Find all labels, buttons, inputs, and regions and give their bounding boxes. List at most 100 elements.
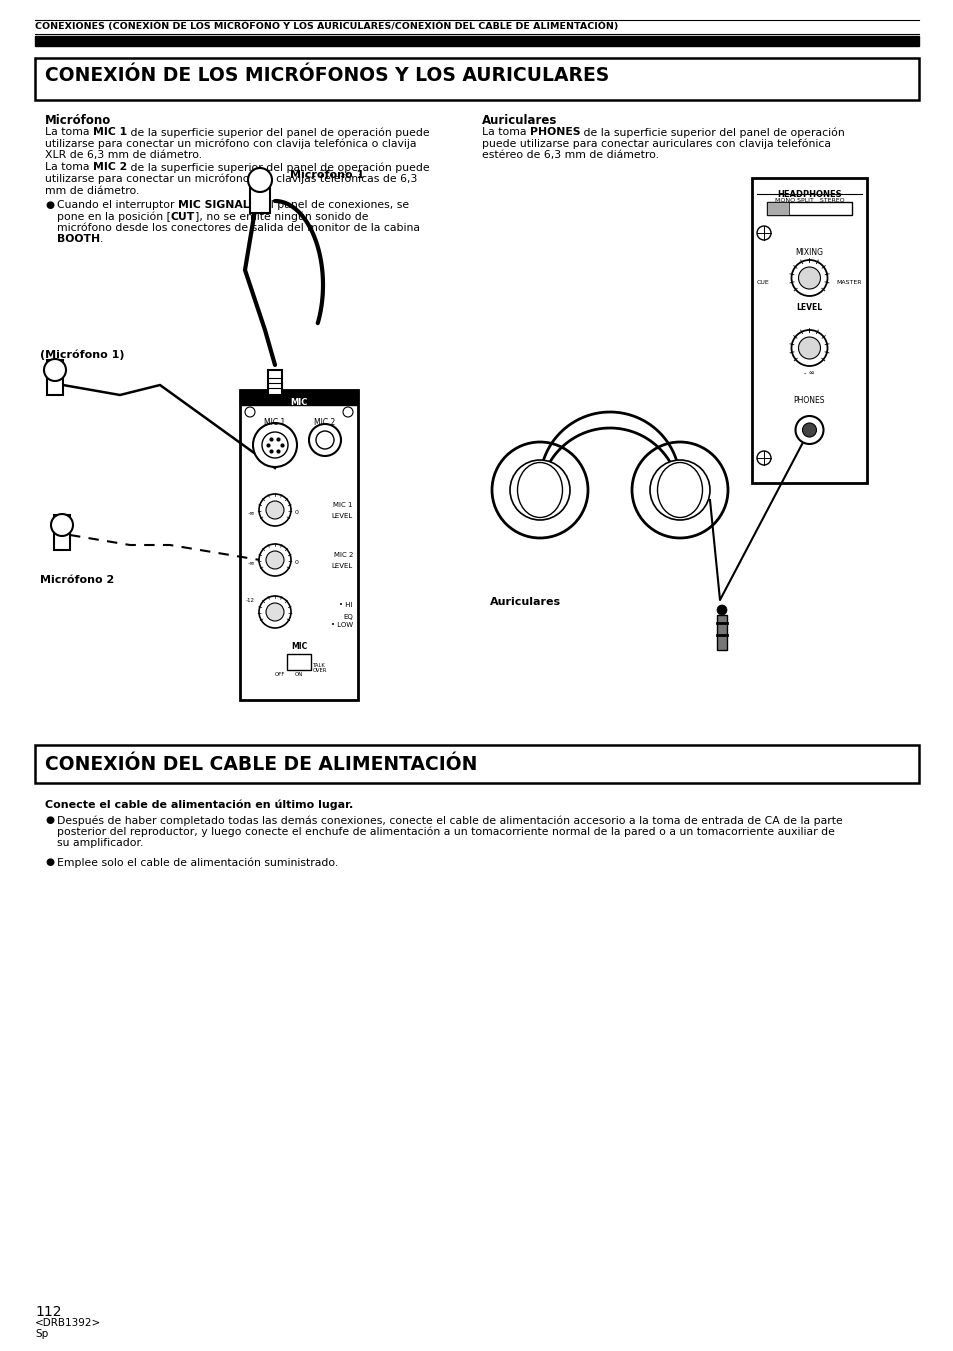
Text: - ∞: - ∞ <box>803 370 814 376</box>
Text: -∞: -∞ <box>247 511 254 516</box>
Text: ON: ON <box>294 671 303 677</box>
Text: su amplificador.: su amplificador. <box>57 838 143 848</box>
Text: MIC 2: MIC 2 <box>314 417 335 427</box>
Text: MONO SPLIT   STEREO: MONO SPLIT STEREO <box>774 199 843 203</box>
Text: LEVEL: LEVEL <box>332 513 353 519</box>
Text: La toma: La toma <box>481 127 530 136</box>
Bar <box>766 203 851 215</box>
Text: Auriculares: Auriculares <box>490 597 560 607</box>
Bar <box>47 359 63 394</box>
Text: Micrófono 1: Micrófono 1 <box>290 170 364 180</box>
Ellipse shape <box>517 462 562 517</box>
Text: 0: 0 <box>294 561 298 566</box>
Bar <box>250 176 270 213</box>
Text: MIC 2: MIC 2 <box>92 162 127 173</box>
Bar <box>268 370 282 394</box>
Text: La toma: La toma <box>45 127 92 136</box>
Bar <box>287 654 311 670</box>
Text: Conecte el cable de alimentación en último lugar.: Conecte el cable de alimentación en últi… <box>45 798 353 809</box>
Bar <box>240 390 357 405</box>
Text: XLR de 6,3 mm de diámetro.: XLR de 6,3 mm de diámetro. <box>45 150 202 159</box>
Text: BOOTH: BOOTH <box>57 235 100 245</box>
Circle shape <box>791 330 826 366</box>
Circle shape <box>258 596 291 628</box>
Bar <box>751 178 866 484</box>
Circle shape <box>266 603 284 621</box>
Text: MIC SIGNAL: MIC SIGNAL <box>178 200 250 209</box>
Text: CONEXIÓN DE LOS MICRÓFONOS Y LOS AURICULARES: CONEXIÓN DE LOS MICRÓFONOS Y LOS AURICUL… <box>45 66 609 85</box>
Text: mm de diámetro.: mm de diámetro. <box>45 185 139 196</box>
Text: HEADPHONES: HEADPHONES <box>777 190 841 199</box>
Text: MIXING: MIXING <box>795 249 822 257</box>
Bar <box>717 615 726 650</box>
Text: ●: ● <box>45 200 54 209</box>
Text: MIC 1: MIC 1 <box>334 503 353 508</box>
Circle shape <box>631 442 727 538</box>
Text: de la superficie superior del panel de operación puede: de la superficie superior del panel de o… <box>127 162 430 173</box>
Text: posterior del reproductor, y luego conecte el enchufe de alimentación a un tomac: posterior del reproductor, y luego conec… <box>57 827 834 838</box>
Circle shape <box>795 416 822 444</box>
Circle shape <box>266 551 284 569</box>
Circle shape <box>492 442 587 538</box>
Text: Micrófono: Micrófono <box>45 113 112 127</box>
Text: puede utilizarse para conectar auriculares con clavija telefónica: puede utilizarse para conectar auricular… <box>481 139 830 149</box>
Text: EQ: EQ <box>343 613 353 620</box>
Text: , del panel de conexiones, se: , del panel de conexiones, se <box>250 200 408 209</box>
Circle shape <box>717 605 726 615</box>
Bar <box>766 203 788 215</box>
Ellipse shape <box>657 462 701 517</box>
Circle shape <box>248 168 272 192</box>
Circle shape <box>649 459 709 520</box>
Circle shape <box>315 431 334 449</box>
Text: pone en la posición [: pone en la posición [ <box>57 212 171 222</box>
Circle shape <box>801 423 816 436</box>
Text: -∞: -∞ <box>247 561 254 566</box>
Text: MIC 2: MIC 2 <box>334 553 353 558</box>
Text: CONEXIONES (CONEXIÓN DE LOS MICRÓFONO Y LOS AURICULARES/CONEXIÓN DEL CABLE DE AL: CONEXIONES (CONEXIÓN DE LOS MICRÓFONO Y … <box>35 22 618 31</box>
Text: utilizarse para conectar un micrófono con clavijas telefónicas de 6,3: utilizarse para conectar un micrófono co… <box>45 174 417 185</box>
Circle shape <box>309 424 340 457</box>
Circle shape <box>258 494 291 526</box>
Circle shape <box>245 407 254 417</box>
Text: micrófono desde los conectores de salida del monitor de la cabina: micrófono desde los conectores de salida… <box>57 223 419 232</box>
Text: Micrófono 2: Micrófono 2 <box>40 576 114 585</box>
Text: TALK
OVER: TALK OVER <box>313 662 327 673</box>
Circle shape <box>51 513 73 536</box>
Text: Cuando el interruptor: Cuando el interruptor <box>57 200 178 209</box>
Text: ●: ● <box>45 857 54 867</box>
Text: MASTER: MASTER <box>836 281 862 285</box>
Circle shape <box>798 336 820 359</box>
Text: • HI: • HI <box>339 603 353 608</box>
Bar <box>240 390 357 700</box>
Circle shape <box>258 544 291 576</box>
Text: MIC: MIC <box>290 399 308 407</box>
Circle shape <box>253 423 296 467</box>
Text: MIC 1: MIC 1 <box>264 417 285 427</box>
Text: MIC: MIC <box>291 642 307 651</box>
Text: 0: 0 <box>294 511 298 516</box>
Text: PHONES: PHONES <box>530 127 579 136</box>
Text: de la superficie superior del panel de operación puede: de la superficie superior del panel de o… <box>127 127 429 138</box>
Circle shape <box>343 407 353 417</box>
Circle shape <box>757 451 770 465</box>
Text: utilizarse para conectar un micrófono con clavija telefónica o clavija: utilizarse para conectar un micrófono co… <box>45 139 416 149</box>
Bar <box>35 744 918 784</box>
Text: 112: 112 <box>35 1305 61 1319</box>
Text: ●: ● <box>45 815 54 825</box>
Bar <box>54 515 70 550</box>
Text: ], no se emite ningún sonido de: ], no se emite ningún sonido de <box>195 212 368 222</box>
Text: .: . <box>100 235 103 245</box>
Text: Después de haber completado todas las demás conexiones, conecte el cable de alim: Después de haber completado todas las de… <box>57 815 841 825</box>
Text: de la superficie superior del panel de operación: de la superficie superior del panel de o… <box>579 127 844 138</box>
Circle shape <box>266 501 284 519</box>
Circle shape <box>44 359 66 381</box>
Text: • LOW: • LOW <box>331 621 353 628</box>
Bar <box>35 36 918 46</box>
Circle shape <box>757 226 770 240</box>
Text: Sp: Sp <box>35 1329 49 1339</box>
Text: (Micrófono 1): (Micrófono 1) <box>40 350 125 361</box>
Text: LEVEL: LEVEL <box>796 303 821 312</box>
Text: Emplee solo el cable de alimentación suministrado.: Emplee solo el cable de alimentación sum… <box>57 857 338 867</box>
Circle shape <box>798 267 820 289</box>
Text: -12: -12 <box>246 597 254 603</box>
